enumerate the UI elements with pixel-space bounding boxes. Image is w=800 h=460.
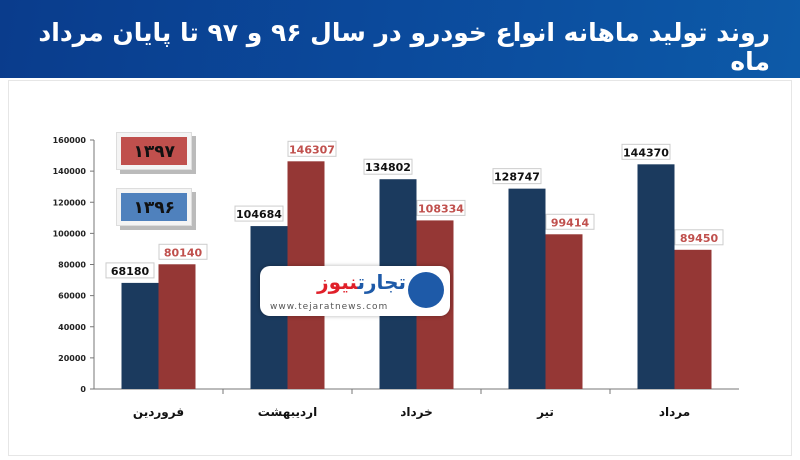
- data-label-box: [674, 229, 724, 246]
- legend-item-1396: ۱۳۹۶: [116, 188, 192, 226]
- y-tick-label: 60000: [58, 292, 86, 301]
- x-tick-label: فروردین: [133, 405, 184, 420]
- data-label: 89450: [680, 232, 719, 245]
- data-label: 134802: [365, 161, 411, 174]
- watermark-logo: تجارتنیوز www.tejaratnews.com: [260, 266, 450, 316]
- y-tick-label: 80000: [58, 261, 86, 270]
- data-label-box: [621, 143, 671, 160]
- y-tick-label: 160000: [53, 136, 87, 145]
- y-tick-label: 100000: [53, 229, 87, 238]
- bar-1396: [121, 282, 159, 389]
- data-label-box: [158, 243, 208, 260]
- bar-1397: [674, 249, 712, 389]
- y-tick-label: 140000: [53, 167, 87, 176]
- logo-mark-icon: [408, 272, 444, 308]
- x-tick-label: تیر: [536, 405, 554, 419]
- x-tick-label: اردیبهشت: [258, 405, 317, 419]
- bar-1396: [508, 188, 546, 389]
- data-label-box: [416, 199, 466, 216]
- data-label: 144370: [623, 146, 669, 159]
- data-label: 146307: [289, 143, 335, 156]
- data-label: 128747: [494, 171, 540, 184]
- data-label: 80140: [164, 246, 203, 259]
- y-tick-label: 0: [80, 385, 86, 394]
- bar-1397: [158, 264, 196, 389]
- data-label: 99414: [551, 216, 590, 229]
- data-label-box: [492, 168, 542, 185]
- legend-label: ۱۳۹۷: [121, 137, 187, 165]
- legend-item-1397: ۱۳۹۷: [116, 132, 192, 170]
- data-label-box: [545, 213, 595, 230]
- x-tick-label: مرداد: [659, 405, 690, 419]
- y-tick-label: 20000: [58, 354, 86, 363]
- page-title: روند تولید ماهانه انواع خودرو در سال ۹۶ …: [38, 18, 770, 76]
- logo-brand: تجارتنیوز: [317, 270, 406, 294]
- logo-url: www.tejaratnews.com: [270, 302, 389, 312]
- data-label-box: [287, 140, 337, 157]
- data-label-box: [105, 262, 155, 279]
- data-label: 104684: [236, 208, 282, 221]
- data-label-box: [363, 158, 413, 175]
- header: روند تولید ماهانه انواع خودرو در سال ۹۶ …: [0, 0, 800, 78]
- bar-1397: [545, 234, 583, 389]
- legend-label: ۱۳۹۶: [121, 193, 187, 221]
- y-tick-label: 120000: [53, 198, 87, 207]
- bar-1396: [637, 164, 675, 389]
- data-label: 68180: [111, 265, 150, 278]
- data-label-box: [234, 205, 284, 222]
- y-tick-label: 40000: [58, 323, 86, 332]
- x-tick-label: خرداد: [400, 405, 433, 419]
- data-label: 108334: [418, 202, 464, 215]
